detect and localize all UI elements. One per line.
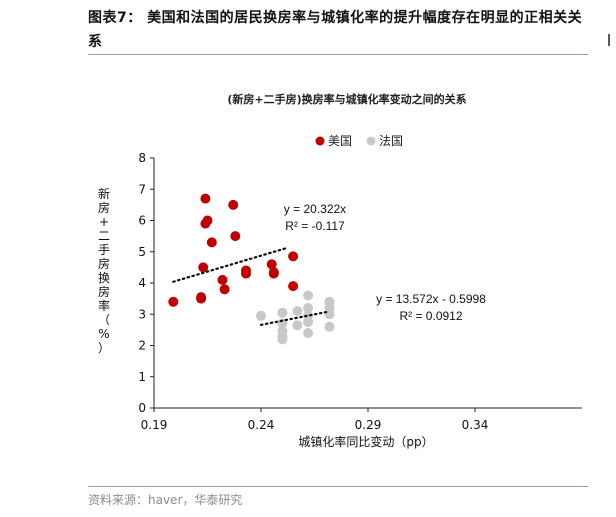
y-tick-label: 5 — [138, 245, 146, 259]
fr-data-point — [303, 290, 314, 301]
trend-equation-us: y = 20.322x — [284, 202, 346, 216]
trend-equation-fr: y = 13.572x - 0.5998 — [376, 292, 486, 306]
y-tick-label: 8 — [138, 151, 146, 165]
x-tick-label: 0.29 — [355, 418, 382, 432]
y-tick-label: 2 — [138, 339, 146, 353]
us-data-point — [266, 259, 277, 270]
figure-title: 图表7： 美国和法国的居民换房率与城镇化率的提升幅度存在明显的正相关关系 — [88, 10, 583, 50]
fr-data-point — [292, 306, 303, 317]
y-tick-label: 1 — [138, 370, 146, 384]
title-divider — [88, 54, 588, 55]
legend-marker-us — [315, 136, 325, 146]
us-data-point — [202, 215, 213, 226]
source-divider — [88, 486, 588, 487]
y-tick-label: 6 — [138, 214, 146, 228]
us-data-point — [228, 199, 239, 210]
legend-marker-fr — [366, 136, 376, 146]
adjacent-panel-edge — [608, 34, 616, 46]
us-data-point — [268, 268, 279, 279]
fr-data-point — [277, 307, 288, 318]
us-data-point — [168, 296, 179, 307]
legend: 美国 法国 — [315, 134, 403, 148]
us-data-point — [196, 293, 207, 304]
trend-r2-us: R² = -0.117 — [285, 219, 345, 233]
y-axis-label: 新房+二手房换房率（%） — [98, 186, 110, 355]
source-note: 资料来源：haver，华泰研究 — [88, 493, 243, 507]
trend-r2-fr: R² = 0.0912 — [399, 309, 462, 323]
us-data-point — [217, 274, 228, 285]
us-data-point — [219, 284, 230, 295]
y-tick-label: 0 — [138, 401, 146, 415]
us-data-point — [288, 251, 299, 262]
us-data-point — [230, 231, 241, 242]
us-data-point — [198, 262, 209, 273]
us-data-point — [200, 193, 211, 204]
fr-data-point — [303, 328, 314, 338]
fr-trendline — [259, 310, 331, 326]
us-data-point — [288, 281, 299, 292]
y-tick-label: 7 — [138, 182, 146, 196]
legend-label-us: 美国 — [328, 134, 352, 148]
data-points — [168, 193, 335, 345]
x-axis-label: 城镇化率同比变动（pp） — [298, 434, 433, 449]
x-tick-label: 0.19 — [141, 418, 168, 432]
fr-data-point — [292, 320, 303, 331]
y-tick-label: 4 — [138, 276, 146, 290]
y-tick-label: 3 — [138, 307, 146, 321]
x-tick-label: 0.24 — [248, 418, 275, 432]
axes: 0 1 2 3 4 5 6 7 8 0.19 0.24 0.29 0.34 — [138, 151, 582, 432]
us-data-point — [206, 237, 217, 248]
fr-data-point — [303, 317, 314, 328]
fr-data-point — [256, 310, 266, 321]
fr-data-point — [277, 334, 288, 345]
trendlines — [172, 246, 331, 326]
us-data-point — [241, 268, 251, 279]
chart-title: (新房+二手房)换房率与城镇化率变动之间的关系 — [227, 92, 466, 106]
x-tick-label: 0.34 — [462, 418, 489, 432]
fr-data-point — [324, 321, 335, 332]
fr-data-point — [324, 296, 335, 307]
legend-label-fr: 法国 — [379, 134, 403, 148]
fr-data-point — [303, 303, 314, 313]
us-trendline — [172, 246, 288, 283]
